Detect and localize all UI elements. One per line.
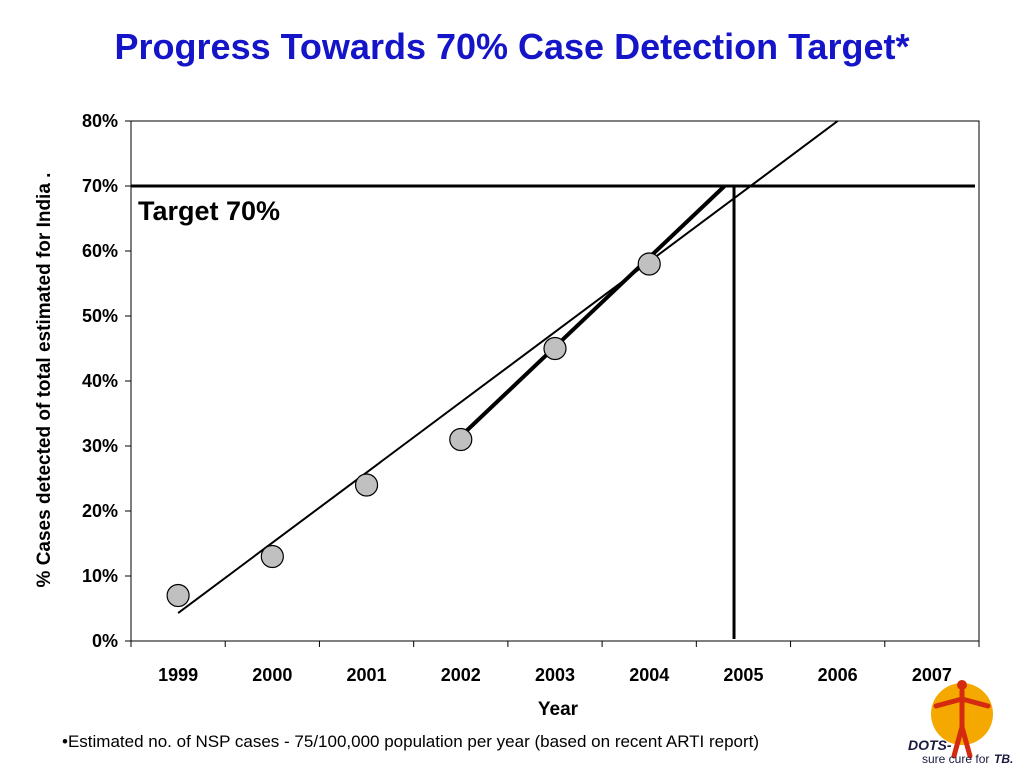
ticks-group bbox=[125, 120, 980, 647]
y-tick-label: 70% bbox=[82, 176, 118, 196]
y-tick-label: 60% bbox=[82, 241, 118, 261]
fitted-trend-line bbox=[177, 120, 839, 614]
x-tick-label: 2005 bbox=[723, 665, 763, 685]
x-axis-label: Year bbox=[538, 699, 579, 720]
data-point bbox=[166, 583, 190, 608]
y-tick-label: 10% bbox=[82, 566, 118, 586]
data-point bbox=[543, 336, 567, 361]
trend-lines bbox=[131, 120, 975, 639]
data-point bbox=[449, 427, 473, 452]
y-axis-label: % Cases detected of total estimated for … bbox=[34, 173, 55, 588]
logo-sub-text: sure cure for bbox=[922, 752, 989, 766]
tick-labels: 0% 10% 20% 30% 40% 50% 60% 70% 80% 1999 2000 2001 20… bbox=[82, 111, 952, 685]
figure-icon bbox=[933, 680, 991, 759]
x-tick-label: 1999 bbox=[158, 665, 198, 685]
data-point bbox=[354, 473, 379, 497]
y-tick-label: 0% bbox=[92, 631, 118, 651]
y-tick-label: 20% bbox=[82, 501, 118, 521]
y-tick-label: 40% bbox=[82, 371, 118, 391]
x-tick-label: 2006 bbox=[818, 665, 858, 685]
y-tick-label: 30% bbox=[82, 436, 118, 456]
dots-logo: DOTS- sure cure for TB. bbox=[902, 672, 1022, 766]
logo-main-text: DOTS- bbox=[908, 737, 952, 753]
recent-trend-line bbox=[459, 184, 726, 438]
x-tick-label: 2001 bbox=[347, 665, 387, 685]
data-point bbox=[637, 252, 661, 276]
x-tick-label: 2000 bbox=[252, 665, 292, 685]
x-tick-label: 2007 bbox=[912, 665, 952, 685]
y-tick-label: 80% bbox=[82, 111, 118, 131]
x-tick-label: 2004 bbox=[629, 665, 669, 685]
data-point bbox=[260, 544, 284, 569]
slide-title: Progress Towards 70% Case Detection Targ… bbox=[114, 26, 910, 67]
target-annotation: Target 70% bbox=[138, 196, 280, 226]
logo-tb-text: TB. bbox=[994, 752, 1013, 766]
footnote: •Estimated no. of NSP cases - 75/100,000… bbox=[62, 732, 760, 751]
x-tick-label: 2002 bbox=[441, 665, 481, 685]
data-points bbox=[166, 252, 661, 608]
x-tick-label: 2003 bbox=[535, 665, 575, 685]
y-tick-label: 50% bbox=[82, 306, 118, 326]
